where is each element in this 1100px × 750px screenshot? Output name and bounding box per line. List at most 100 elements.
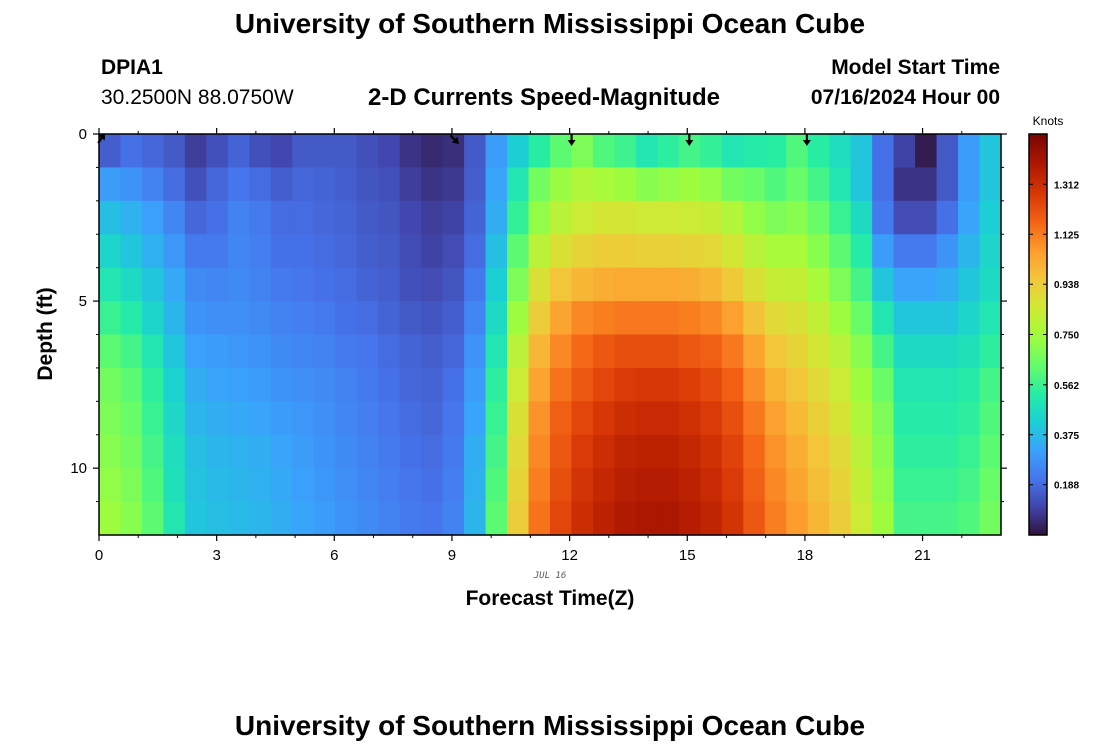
heatmap-cell	[743, 334, 766, 369]
heatmap-cell	[893, 301, 916, 336]
heatmap-cell	[550, 501, 573, 536]
heatmap-cell	[635, 234, 658, 269]
colorbar-tick-label: 0.188	[1054, 481, 1079, 492]
heatmap-cell	[893, 200, 916, 235]
heatmap-cell	[292, 200, 315, 235]
heatmap-cell	[292, 468, 315, 503]
heatmap-cell	[141, 501, 165, 536]
heatmap-cell	[507, 468, 530, 503]
heatmap-cell	[592, 468, 616, 503]
heatmap-cell	[893, 367, 916, 402]
heatmap-cell	[764, 434, 787, 469]
heatmap-cell	[893, 134, 916, 169]
heatmap-cell	[958, 401, 981, 436]
heatmap-cell	[958, 334, 981, 369]
heatmap-cell	[120, 167, 143, 202]
heatmap-cell	[313, 234, 336, 269]
heatmap-cell	[657, 234, 680, 269]
heatmap-cell	[356, 267, 379, 302]
heatmap-cell	[120, 468, 143, 503]
heatmap-cell	[592, 267, 616, 302]
heatmap-cell	[249, 267, 272, 302]
heatmap-cell	[700, 501, 723, 536]
heatmap-cell	[399, 434, 422, 469]
heatmap-cell	[378, 267, 401, 302]
heatmap-cell	[550, 167, 573, 202]
heatmap-cell	[270, 334, 293, 369]
heatmap-cell	[743, 167, 766, 202]
heatmap-cell	[893, 334, 916, 369]
heatmap-cell	[635, 501, 658, 536]
heatmap-cell	[99, 234, 122, 269]
heatmap-cell	[872, 267, 895, 302]
heatmap-cell	[485, 234, 508, 269]
heatmap-cell	[378, 434, 401, 469]
heatmap-cell	[249, 234, 272, 269]
heatmap-cell	[399, 501, 422, 536]
heatmap-cell	[829, 334, 852, 369]
heatmap-cell	[399, 200, 422, 235]
heatmap-cell	[141, 234, 165, 269]
heatmap-cell	[335, 167, 358, 202]
heatmap-cell	[936, 334, 959, 369]
heatmap-cell	[958, 367, 981, 402]
heatmap-cell	[786, 401, 809, 436]
heatmap-cell	[270, 468, 293, 503]
heatmap-cell	[249, 301, 272, 336]
heatmap-cell	[378, 367, 401, 402]
heatmap-cell	[163, 200, 186, 235]
current-arrow	[567, 134, 576, 146]
date-annotation: JUL 16	[533, 571, 567, 581]
heatmap-cell	[227, 401, 250, 436]
heatmap-cell	[979, 367, 1002, 402]
colorbar-tick-label: 0.375	[1054, 431, 1079, 442]
heatmap-cell	[936, 401, 959, 436]
heatmap-cell	[206, 334, 229, 369]
heatmap-cell	[936, 434, 959, 469]
heatmap-cell	[979, 267, 1002, 302]
heatmap-cell	[206, 468, 229, 503]
x-tick-label: 21	[914, 547, 931, 564]
heatmap-cell	[893, 501, 916, 536]
heatmap-cell	[958, 200, 981, 235]
heatmap-cell	[915, 367, 938, 402]
heatmap-cell	[635, 267, 658, 302]
heatmap-cell	[850, 468, 873, 503]
heatmap-cell	[614, 501, 637, 536]
heatmap-cell	[507, 401, 530, 436]
heatmap-cell	[850, 200, 873, 235]
heatmap-cell	[743, 267, 766, 302]
heatmap-cell	[550, 267, 573, 302]
heatmap-cell	[507, 367, 530, 402]
heatmap-cell	[550, 468, 573, 503]
heatmap-cell	[206, 367, 229, 402]
x-tick-label: 9	[448, 547, 456, 564]
heatmap-cell	[657, 401, 680, 436]
heatmap-cell	[292, 367, 315, 402]
heatmap-cell	[507, 334, 530, 369]
heatmap-cell	[678, 301, 701, 336]
heatmap-cell	[657, 501, 680, 536]
heatmap-cell	[184, 468, 207, 503]
heatmap-cell	[678, 501, 701, 536]
heatmap-cell	[184, 134, 207, 169]
heatmap-cell	[335, 134, 358, 169]
heatmap-cell	[764, 301, 787, 336]
heatmap-cell	[657, 200, 680, 235]
heatmap-cell	[356, 367, 379, 402]
heatmap-cell	[764, 200, 787, 235]
heatmap-cell	[635, 434, 658, 469]
heatmap-cell	[550, 134, 573, 169]
heatmap-cell	[786, 367, 809, 402]
heatmap-cell	[635, 468, 658, 503]
heatmap-cell	[206, 267, 229, 302]
heatmap-cell	[979, 468, 1002, 503]
heatmap-cell	[850, 267, 873, 302]
heatmap-cell	[550, 301, 573, 336]
heatmap-cell	[249, 468, 272, 503]
heatmap-cell	[635, 167, 658, 202]
heatmap-cell	[807, 234, 830, 269]
heatmap-cell	[786, 267, 809, 302]
heatmap-cell	[571, 134, 594, 169]
heatmap-cell	[421, 334, 444, 369]
